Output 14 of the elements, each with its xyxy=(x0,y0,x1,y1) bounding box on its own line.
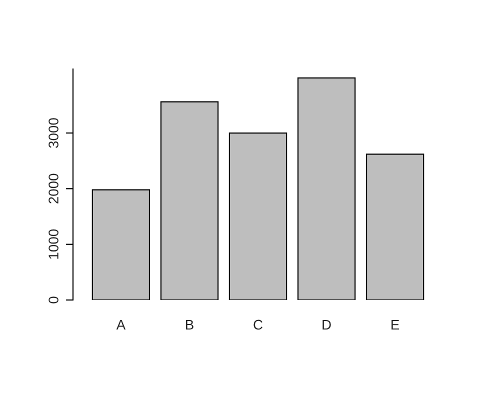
y-tick-label: 0 xyxy=(48,296,58,304)
x-tick-label: E xyxy=(392,320,400,330)
bar xyxy=(366,154,424,300)
y-tick-label: 3000 xyxy=(48,118,58,148)
x-tick-label: C xyxy=(254,320,262,330)
bar xyxy=(160,101,219,300)
bar xyxy=(228,132,288,300)
bar xyxy=(297,77,356,300)
y-tick-label: 2000 xyxy=(48,174,58,204)
y-tick-label: 1000 xyxy=(48,229,58,259)
bar xyxy=(92,189,150,300)
x-tick-label: D xyxy=(322,320,331,330)
x-tick-label: A xyxy=(116,320,126,330)
x-tick-label: B xyxy=(186,320,194,330)
